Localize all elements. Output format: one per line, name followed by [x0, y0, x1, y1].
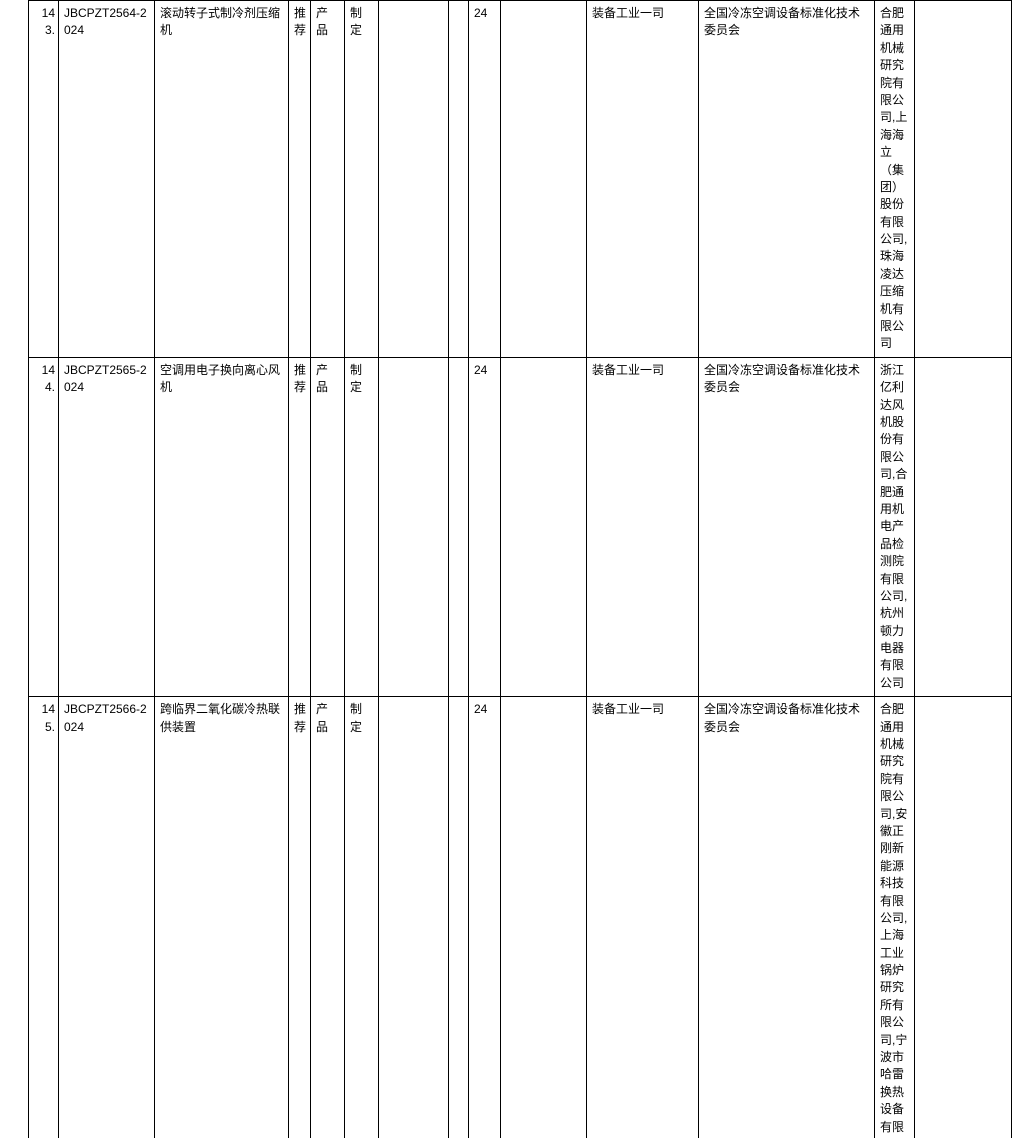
replaced-standard — [379, 697, 449, 1138]
recommendation: 推荐 — [289, 357, 311, 696]
standards-table: 143.JBCPZT2564-2024滚动转子式制冷剂压缩机推荐产品制定24装备… — [28, 0, 1012, 1138]
category: 产品 — [311, 357, 345, 696]
organizations: 浙江亿利达风机股份有限公司,合肥通用机电产品检测院有限公司,杭州顿力电器有限公司 — [875, 357, 915, 696]
tech-committee: 全国冷冻空调设备标准化技术委员会 — [699, 1, 875, 358]
period-months: 24 — [469, 357, 501, 696]
category: 产品 — [311, 1, 345, 358]
plan-code: JBCPZT2565-2024 — [59, 357, 155, 696]
trailing-col — [915, 1, 1012, 358]
blank-col-2 — [501, 1, 587, 358]
standard-name: 跨临界二氧化碳冷热联供装置 — [155, 697, 289, 1138]
replaced-standard — [379, 357, 449, 696]
period-months: 24 — [469, 1, 501, 358]
recommendation: 推荐 — [289, 697, 311, 1138]
tech-committee: 全国冷冻空调设备标准化技术委员会 — [699, 697, 875, 1138]
replaced-standard — [379, 1, 449, 358]
recommendation: 推荐 — [289, 1, 311, 358]
plan-code: JBCPZT2564-2024 — [59, 1, 155, 358]
row-index: 145. — [29, 697, 59, 1138]
category: 产品 — [311, 697, 345, 1138]
blank-col-1 — [449, 1, 469, 358]
standard-name: 滚动转子式制冷剂压缩机 — [155, 1, 289, 358]
action-type: 制定 — [345, 357, 379, 696]
blank-col-2 — [501, 697, 587, 1138]
period-months: 24 — [469, 697, 501, 1138]
blank-col-2 — [501, 357, 587, 696]
tech-committee: 全国冷冻空调设备标准化技术委员会 — [699, 357, 875, 696]
row-index: 143. — [29, 1, 59, 358]
blank-col-1 — [449, 697, 469, 1138]
trailing-col — [915, 697, 1012, 1138]
table-row: 144.JBCPZT2565-2024空调用电子换向离心风机推荐产品制定 24 装备… — [29, 357, 1012, 696]
department: 装备工业一司 — [587, 1, 699, 358]
organizations: 合肥通用机械研究院有限公司,上海海立（集团）股份有限公司,珠海凌达压缩机有限公司 — [875, 1, 915, 358]
department: 装备工业一司 — [587, 357, 699, 696]
standard-name: 空调用电子换向离心风机 — [155, 357, 289, 696]
organizations: 合肥通用机械研究院有限公司,安徽正刚新能源科技有限公司,上海工业锅炉研究所有限公… — [875, 697, 915, 1138]
row-index: 144. — [29, 357, 59, 696]
table-row: 145.JBCPZT2566-2024跨临界二氧化碳冷热联供装置推荐产品制定24… — [29, 697, 1012, 1138]
document-page: 143.JBCPZT2564-2024滚动转子式制冷剂压缩机推荐产品制定24装备… — [0, 0, 1018, 1138]
plan-code: JBCPZT2566-2024 — [59, 697, 155, 1138]
action-type: 制定 — [345, 1, 379, 358]
blank-col-1 — [449, 357, 469, 696]
action-type: 制定 — [345, 697, 379, 1138]
department: 装备工业一司 — [587, 697, 699, 1138]
table-row: 143.JBCPZT2564-2024滚动转子式制冷剂压缩机推荐产品制定 24装备… — [29, 1, 1012, 358]
trailing-col — [915, 357, 1012, 696]
